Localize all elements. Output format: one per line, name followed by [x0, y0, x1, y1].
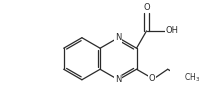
Text: N: N	[115, 33, 122, 42]
Text: O: O	[149, 74, 155, 83]
Text: O: O	[143, 3, 150, 12]
Text: N: N	[115, 75, 122, 84]
Text: CH$_3$: CH$_3$	[184, 72, 200, 84]
Text: OH: OH	[165, 26, 178, 35]
